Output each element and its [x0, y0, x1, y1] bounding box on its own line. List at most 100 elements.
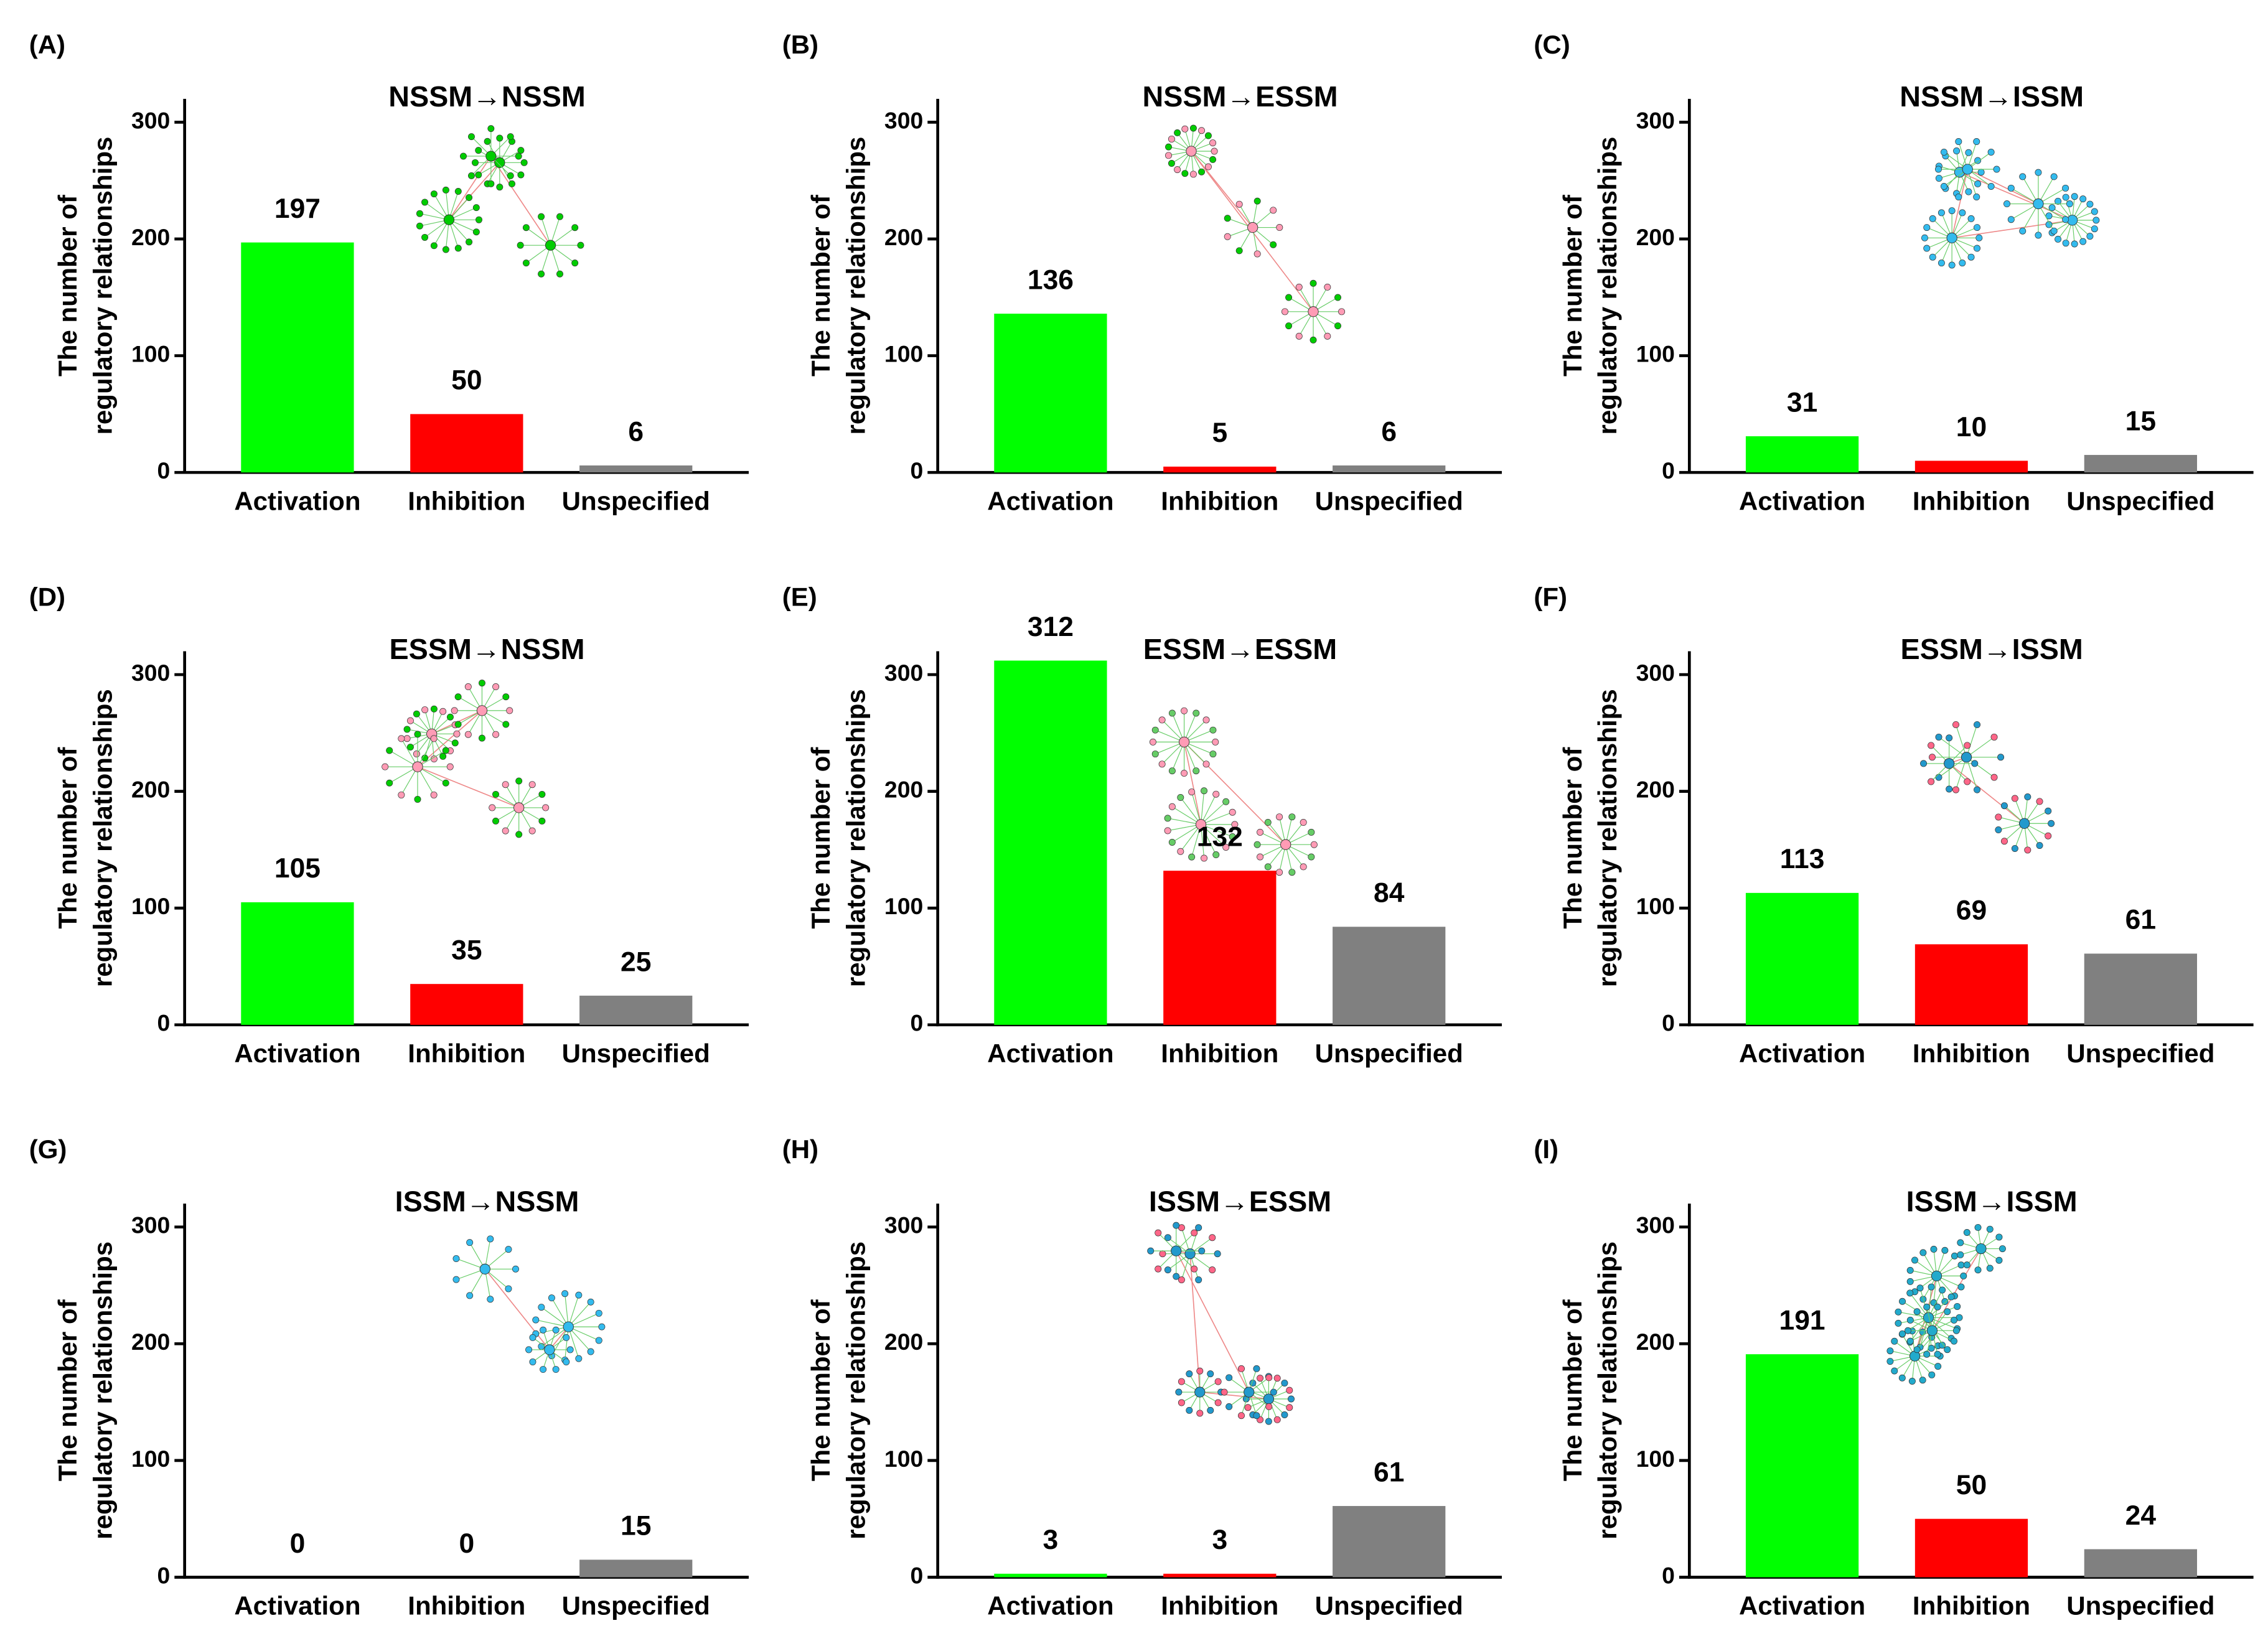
network-node — [442, 246, 449, 253]
network-node — [1951, 1316, 1957, 1324]
network-node — [1928, 778, 1935, 785]
network-node — [2055, 197, 2062, 205]
network-node — [430, 735, 438, 742]
network-node — [2007, 216, 2015, 223]
network-node — [528, 827, 536, 835]
y-tick-label: 200 — [884, 1329, 923, 1355]
chart-title: ESSM→ISSM — [1901, 633, 2083, 665]
value-label: 31 — [1787, 387, 1817, 418]
network-edge — [1191, 792, 1202, 825]
network-node — [1965, 149, 1972, 156]
network-node — [1977, 169, 1985, 176]
network-node — [505, 1246, 512, 1253]
network-node — [1904, 1327, 1911, 1334]
network-hub — [563, 1321, 574, 1332]
y-tick-label: 200 — [884, 777, 923, 803]
network-node — [421, 706, 429, 714]
y-axis-label: The number of — [53, 747, 82, 929]
network-node — [430, 190, 438, 198]
network-node — [517, 171, 525, 179]
x-tick-label: Activation — [1739, 1591, 1865, 1620]
network-hub — [1178, 736, 1190, 748]
network-node — [512, 1265, 519, 1273]
bar — [1914, 461, 2028, 473]
network-node — [1898, 1374, 1906, 1382]
y-tick-label: 100 — [131, 1446, 170, 1472]
network-hub — [2018, 818, 2030, 829]
network-node — [2007, 184, 2015, 192]
y-axis-label: The number of — [53, 194, 82, 376]
network-hub — [479, 1263, 490, 1274]
network-node — [1191, 1229, 1198, 1237]
y-axis-label: The number of — [806, 194, 835, 376]
network-node — [1906, 1278, 1914, 1285]
x-tick-label: Inhibition — [1161, 1039, 1278, 1068]
network-node — [2036, 798, 2043, 805]
value-label: 132 — [1197, 822, 1243, 853]
network-node — [453, 730, 461, 737]
panel: (A) NSSM→NSSM The number of regulatory rela… — [29, 30, 749, 515]
network-node — [575, 1291, 583, 1299]
network-node — [1971, 760, 1979, 767]
bar — [410, 984, 523, 1025]
network-edge — [1966, 724, 1978, 757]
network-node — [563, 1334, 570, 1341]
network-node — [517, 147, 525, 154]
network-node — [529, 1358, 537, 1365]
network-node — [1286, 1386, 1293, 1394]
network-node — [382, 763, 389, 770]
network-node — [1974, 157, 1982, 164]
network-node — [1155, 1229, 1162, 1237]
network-node — [1923, 224, 1931, 231]
network-node — [1906, 1316, 1914, 1324]
network-node — [540, 1326, 547, 1334]
y-axis-label: The number of — [1558, 747, 1587, 929]
network-node — [1930, 1245, 1938, 1253]
network-hub — [476, 705, 488, 716]
x-tick-label: Unspecified — [2066, 1039, 2214, 1068]
network-node — [538, 817, 546, 825]
network-hub — [494, 157, 505, 168]
network-node — [1214, 1378, 1222, 1385]
network-node — [1168, 709, 1176, 717]
network-node — [522, 260, 530, 267]
network-node — [1175, 1388, 1183, 1396]
network-node — [528, 781, 536, 788]
value-label: 136 — [1028, 264, 1074, 295]
network-node — [1310, 279, 1317, 287]
y-tick-label: 200 — [1636, 777, 1675, 803]
network-node — [2048, 820, 2055, 827]
network-node — [502, 827, 509, 835]
network-node — [1276, 224, 1283, 231]
bar — [1745, 892, 1859, 1025]
network-node — [1286, 1404, 1293, 1411]
network-node — [1151, 726, 1159, 734]
network-node — [1935, 733, 1942, 741]
network-node — [515, 777, 523, 785]
network-node — [430, 242, 438, 250]
network-node — [472, 204, 480, 212]
network-node — [1310, 841, 1318, 848]
network-node — [454, 245, 462, 252]
chart-title: NSSM→NSSM — [388, 80, 586, 113]
network-node — [1186, 1370, 1193, 1378]
network-node — [1334, 294, 1341, 301]
x-tick-label: Activation — [234, 1039, 360, 1068]
network-node — [1188, 788, 1196, 796]
y-axis-label: regulatory relationships — [88, 137, 117, 435]
network-node — [1288, 1395, 1295, 1403]
network-node — [1181, 170, 1189, 177]
network-node — [2071, 240, 2078, 248]
bar — [241, 902, 354, 1025]
y-tick-label: 100 — [131, 340, 170, 367]
x-tick-label: Activation — [987, 1039, 1113, 1068]
network-node — [1198, 168, 1206, 175]
network-node — [1225, 1403, 1233, 1410]
panel-label: (F) — [1534, 582, 1567, 612]
value-label: 61 — [2125, 905, 2156, 935]
network-hub — [1195, 819, 1207, 830]
network-node — [538, 790, 546, 798]
chart-title: NSSM→ISSM — [1900, 80, 2084, 113]
bar — [1333, 465, 1446, 473]
network-node — [1149, 738, 1156, 746]
